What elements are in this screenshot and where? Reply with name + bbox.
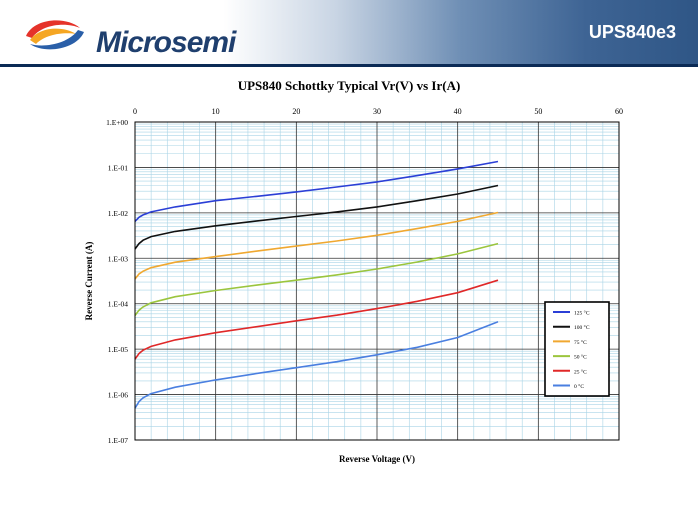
x-tick-label: 60 [615,107,623,116]
y-tick-label: 1.E-01 [108,163,128,172]
chart-title: UPS840 Schottky Typical Vr(V) vs Ir(A) [237,78,461,93]
y-tick-label: 1.E+00 [106,118,128,127]
y-tick-label: 1.E-04 [108,300,128,309]
series-line [134,242,499,316]
series-line [134,160,499,222]
x-tick-label: 50 [534,107,542,116]
x-tick-label: 20 [292,107,300,116]
swoosh-logo-icon [26,20,84,50]
plot-frame [134,121,620,441]
legend: 125 °C 100 °C 75 °C 50 °C 25 °C 0 °C [544,301,610,397]
y-tick-labels: 1.E+00 1.E-01 1.E-02 1.E-03 1.E-04 1.E-05 1.E-… [106,118,128,445]
brand-name: Microsemi [96,26,236,59]
y-axis-label: Reverse Current (A) [84,242,94,321]
series-line [134,184,499,250]
y-tick-label: 1.E-02 [108,209,128,218]
y-tick-label: 1.E-05 [108,345,128,354]
part-number: UPS840e3 [588,22,676,42]
x-axis-label: Reverse Voltage (V) [339,454,415,464]
x-tick-label: 30 [373,107,381,116]
y-tick-label: 1.E-07 [108,436,128,445]
legend-box [544,301,610,397]
microsemi-logo: Microsemi [20,14,240,59]
series-line [134,211,499,280]
legend-entry: 100 °C [574,324,590,331]
header-divider [0,64,698,67]
legend-entry: 50 °C [574,354,587,361]
legend-entry: 75 °C [574,339,587,346]
series-line [134,279,499,360]
y-tick-label: 1.E-03 [108,254,128,263]
x-tick-labels: 0 10 20 30 40 50 60 [133,107,623,116]
header-banner [0,0,698,64]
y-tick-label: 1.E-06 [108,391,128,400]
x-tick-label: 10 [212,107,220,116]
legend-entry: 25 °C [574,368,587,375]
series-lines [134,160,499,409]
x-tick-label: 40 [454,107,462,116]
series-line [134,321,499,409]
x-tick-label: 0 [133,107,137,116]
legend-entry: 0 °C [574,383,584,390]
legend-entry: 125 °C [574,310,590,317]
